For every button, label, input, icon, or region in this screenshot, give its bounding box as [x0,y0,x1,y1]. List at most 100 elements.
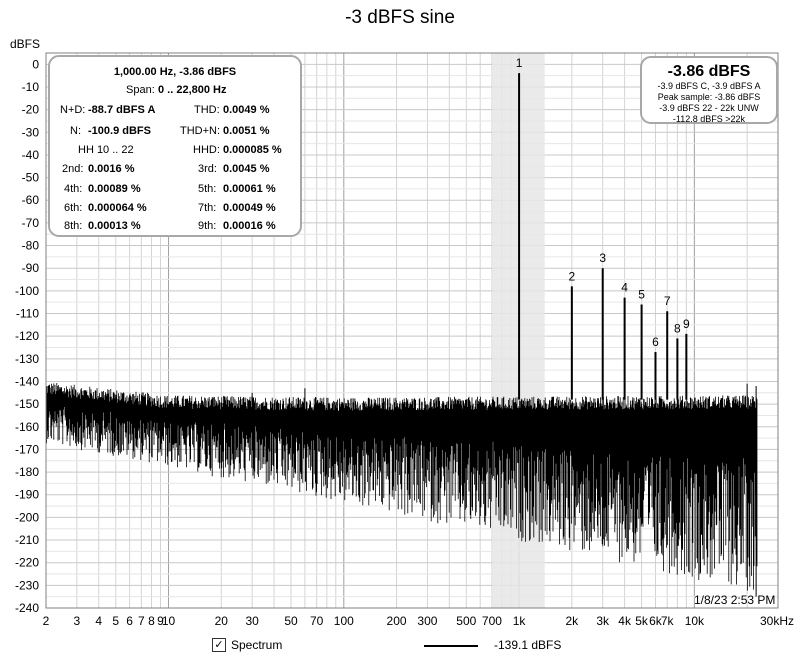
h2-label: 2nd: [62,163,84,175]
h2-value: 0.0016 % [88,163,135,175]
x-tick-label: 70 [310,614,324,628]
y-tick-label: -230 [15,578,39,592]
h5-label: 5th: [198,183,217,195]
harmonic-label-6: 6 [652,335,659,349]
level-weighted-line: -3.9 dBFS C, -3.9 dBFS A [657,81,761,91]
spectrum-checkbox[interactable]: ✓ [212,638,226,652]
y-tick-label: -190 [15,488,39,502]
h8-value: 0.00013 % [88,220,141,232]
h9-value: 0.00016 % [223,220,276,232]
timestamp: 1/8/23 2:53 PM [694,593,776,607]
level-readout-panel: -3.86 dBFS -3.9 dBFS C, -3.9 dBFS A Peak… [640,56,778,124]
y-tick-label: -20 [22,103,40,117]
x-tick-label: 200 [387,614,407,628]
h7-value: 0.00049 % [223,202,276,214]
chart-title: -3 dBFS sine [345,7,455,28]
y-tick-label: -170 [15,442,39,456]
x-tick-label: 5 [112,614,119,628]
measurement-stats-panel: 1,000.00 Hz, -3.86 dBFS Span: 0 .. 22,80… [48,55,302,237]
x-tick-label: 7 [138,614,145,628]
y-tick-label: -60 [22,193,40,207]
nd-value: -88.7 dBFS A [88,104,156,116]
y-tick-label: -160 [15,420,39,434]
y-tick-label: -80 [22,239,40,253]
y-tick-label: -90 [22,261,40,275]
nd-label: N+D: [60,104,86,116]
h7-label: 7th: [198,202,217,214]
n-value: -100.9 dBFS [88,125,151,137]
y-tick-label: -120 [15,329,39,343]
level-main-value: -3.86 dBFS [667,63,751,80]
legend-footer: ✓ Spectrum -139.1 dBFS [0,634,800,661]
x-tick-label: 3 [74,614,81,628]
x-tick-label: 10k [685,614,705,628]
harmonic-label-4: 4 [621,281,628,295]
h6-label: 6th: [64,202,83,214]
y-tick-label: -10 [22,80,40,94]
x-tick-label: 500 [456,614,476,628]
harmonic-label-2: 2 [569,269,576,283]
level-peak-line: Peak sample: -3.86 dBFS [657,92,761,102]
harmonic-label-9: 9 [683,317,690,331]
x-tick-label: 30kHz [760,614,794,628]
harmonic-label-7: 7 [664,294,671,308]
hhd-value: 0.000085 % [223,144,282,156]
x-tick-label: 6 [126,614,133,628]
hhd-label: HHD: [193,144,220,156]
x-tick-label: 2 [43,614,50,628]
y-tick-label: -40 [22,148,40,162]
y-tick-label: -220 [15,556,39,570]
x-tick-label: 700 [482,614,502,628]
legend-cursor-value: -139.1 dBFS [494,638,562,652]
x-tick-label: 5k [635,614,649,628]
y-tick-label: -70 [22,216,40,230]
y-tick-label: -200 [15,510,39,524]
x-tick-label: 8 [148,614,155,628]
y-tick-label: -30 [22,125,40,139]
x-tick-label: 4 [95,614,102,628]
h3-value: 0.0045 % [223,163,270,175]
y-tick-label: -100 [15,284,39,298]
x-tick-label: 9 [157,614,164,628]
thdn-value: 0.0051 % [223,125,270,137]
y-tick-label: -130 [15,352,39,366]
hh-label: HH 10 .. 22 [78,144,134,156]
y-tick-label: 0 [32,57,39,71]
h4-label: 4th: [64,183,83,195]
span-label: Span: [126,84,155,96]
x-tick-label: 2k [566,614,580,628]
fundamental-readout: 1,000.00 Hz, -3.86 dBFS [113,66,237,78]
y-tick-label: -110 [16,307,39,321]
x-tick-label: 300 [417,614,437,628]
x-tick-label: 7k [661,614,675,628]
x-tick-label: 3k [596,614,610,628]
y-tick-label: -50 [22,171,40,185]
axis-layer: 0 -10 -20 -30 -40 -50 -60 -70 -80 -90 -100 -110 -120… [15,52,794,628]
thd-value: 0.0049 % [223,104,270,116]
y-tick-label: -180 [15,465,39,479]
h3-label: 3rd: [198,163,217,175]
harmonic-peak-layer: 1 2 3 4 5 6 78 9 [516,56,690,400]
legend-line-swatch [424,645,478,647]
x-tick-label: 4k [618,614,632,628]
y-tick-label: -150 [15,397,39,411]
x-tick-label: 1k [513,614,527,628]
level-above-band-line: -112.8 dBFS >22k [672,114,746,124]
harmonic-label-3: 3 [599,251,606,265]
x-tick-label: 50 [284,614,298,628]
spectrum-checkbox-label[interactable]: Spectrum [231,638,283,652]
h9-label: 9th: [198,220,217,232]
x-tick-label: 30 [245,614,259,628]
y-tick-label: -140 [15,374,39,388]
h5-value: 0.00061 % [223,183,276,195]
x-tick-label: 6k [649,614,663,628]
x-tick-label: 100 [334,614,354,628]
n-label: N: [70,125,81,137]
h4-value: 0.00089 % [88,183,141,195]
y-tick-label: -240 [15,601,39,615]
h6-value: 0.000064 % [88,202,147,214]
span-value: 0 .. 22,800 Hz [158,84,227,96]
h8-label: 8th: [64,220,83,232]
thd-label: THD: [194,104,220,116]
